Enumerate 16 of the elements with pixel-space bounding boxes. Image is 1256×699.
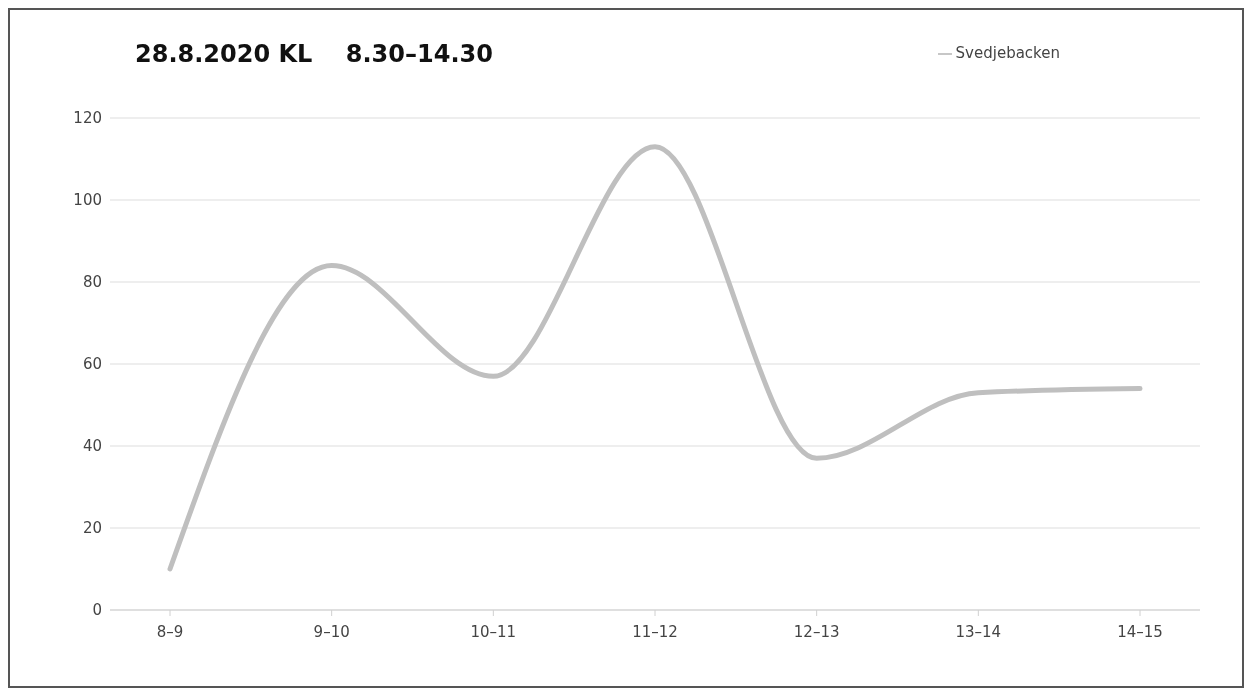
chart-title: 28.8.2020 KL 8.30–14.30 xyxy=(135,40,493,68)
y-tick-label: 0 xyxy=(92,601,102,620)
y-tick-label: 60 xyxy=(82,355,102,374)
legend-label: Svedjebacken xyxy=(955,44,1060,62)
y-tick-label: 40 xyxy=(82,437,102,456)
x-tick-label: 8–9 xyxy=(156,622,184,641)
y-tick-label: 80 xyxy=(82,273,102,292)
x-tick-label: 9–10 xyxy=(313,622,350,641)
y-tick-label: 100 xyxy=(73,191,102,210)
y-tick-label: 120 xyxy=(73,109,102,128)
x-tick-label: 13–14 xyxy=(955,622,1002,641)
x-tick-label: 12–13 xyxy=(793,622,840,641)
x-tick-label: 11–12 xyxy=(632,622,678,641)
y-tick-label: 20 xyxy=(82,519,102,538)
x-tick-label: 10–11 xyxy=(470,622,517,641)
x-tick-label: 14–15 xyxy=(1117,622,1163,641)
